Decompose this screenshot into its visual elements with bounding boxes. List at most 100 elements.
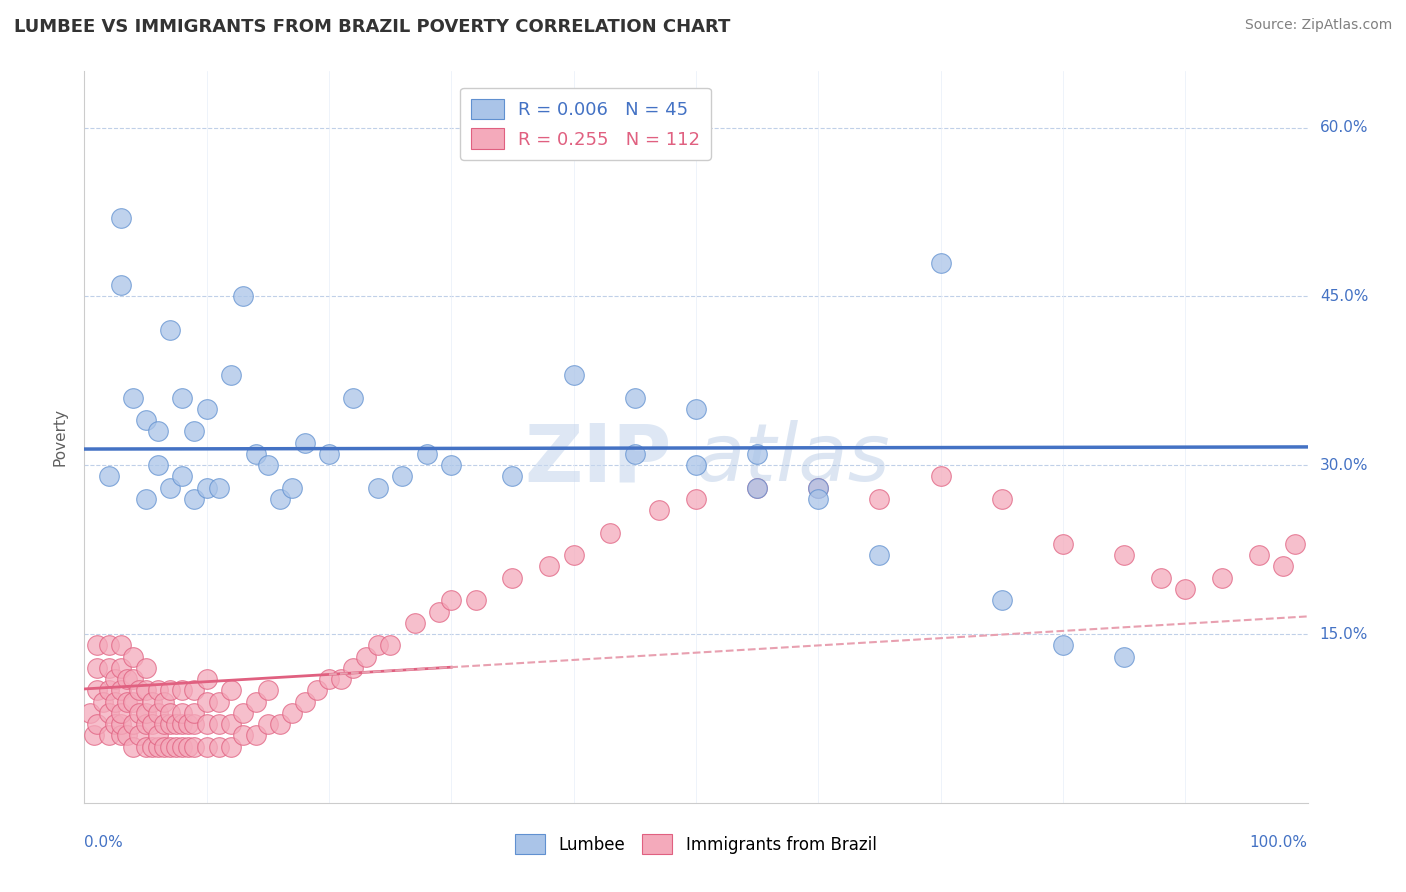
Text: 45.0%: 45.0% (1320, 289, 1368, 304)
Point (807, 481, 830, 495)
Point (86, 683, 108, 698)
Point (183, 717, 205, 731)
Point (122, 694, 145, 708)
Point (281, 706, 304, 720)
Point (159, 481, 181, 495)
Point (232, 706, 254, 720)
Point (269, 491, 291, 506)
Point (135, 413, 157, 427)
Point (165, 717, 187, 731)
Point (195, 717, 218, 731)
Point (172, 717, 194, 731)
Point (104, 694, 127, 708)
Point (97, 706, 120, 720)
Point (183, 739, 205, 754)
Point (281, 481, 304, 495)
Text: atlas: atlas (696, 420, 891, 498)
Point (502, 469, 524, 483)
Point (208, 481, 231, 495)
Point (195, 739, 218, 754)
Point (141, 694, 163, 708)
Point (183, 425, 205, 439)
Text: Source: ZipAtlas.com: Source: ZipAtlas.com (1244, 18, 1392, 32)
Point (97, 728, 120, 742)
Point (562, 368, 585, 383)
Point (128, 683, 150, 698)
Text: LUMBEE VS IMMIGRANTS FROM BRAZIL POVERTY CORRELATION CHART: LUMBEE VS IMMIGRANTS FROM BRAZIL POVERTY… (14, 18, 731, 36)
Point (318, 447, 340, 461)
Point (86, 638, 108, 652)
Text: ZIP: ZIP (524, 420, 672, 498)
Point (104, 717, 127, 731)
Point (1114, 548, 1136, 562)
Point (115, 672, 138, 686)
Point (354, 649, 377, 664)
Point (195, 672, 218, 686)
Point (97, 638, 120, 652)
Point (172, 469, 194, 483)
Point (330, 672, 353, 686)
Point (599, 525, 621, 540)
Point (807, 481, 830, 495)
Point (440, 458, 463, 473)
Point (146, 425, 169, 439)
Point (219, 368, 242, 383)
Text: 15.0%: 15.0% (1320, 626, 1368, 641)
Point (232, 289, 254, 303)
Point (110, 278, 132, 293)
Point (165, 739, 187, 754)
Point (502, 571, 524, 585)
Point (869, 548, 891, 562)
Point (135, 717, 157, 731)
Point (929, 255, 952, 269)
Point (624, 447, 647, 461)
Point (177, 717, 200, 731)
Point (219, 739, 242, 754)
Point (807, 491, 830, 506)
Point (135, 661, 157, 675)
Point (122, 672, 145, 686)
Point (110, 717, 132, 731)
Point (183, 683, 205, 698)
Text: 100.0%: 100.0% (1250, 835, 1308, 850)
Point (208, 739, 231, 754)
Point (1114, 649, 1136, 664)
Point (86, 661, 108, 675)
Point (110, 728, 132, 742)
Point (648, 503, 671, 517)
Point (110, 683, 132, 698)
Point (146, 739, 169, 754)
Point (257, 683, 280, 698)
Point (146, 683, 169, 698)
Point (991, 593, 1014, 607)
Point (135, 491, 157, 506)
Point (1211, 571, 1233, 585)
Point (257, 458, 280, 473)
Point (159, 739, 181, 754)
Point (219, 683, 242, 698)
Point (86, 717, 108, 731)
Point (219, 717, 242, 731)
Point (685, 458, 707, 473)
Point (427, 605, 450, 619)
Point (747, 481, 769, 495)
Point (318, 672, 340, 686)
Point (115, 728, 138, 742)
Point (195, 694, 218, 708)
Point (380, 638, 402, 652)
Point (128, 728, 150, 742)
Point (172, 739, 194, 754)
Text: 0.0%: 0.0% (84, 835, 124, 850)
Point (440, 593, 463, 607)
Point (269, 717, 291, 731)
Point (159, 706, 181, 720)
Point (1272, 559, 1295, 574)
Point (122, 717, 145, 731)
Point (342, 391, 364, 405)
Point (135, 706, 157, 720)
Point (208, 694, 231, 708)
Point (128, 706, 150, 720)
Point (562, 548, 585, 562)
Point (195, 481, 218, 495)
Point (83, 728, 105, 742)
